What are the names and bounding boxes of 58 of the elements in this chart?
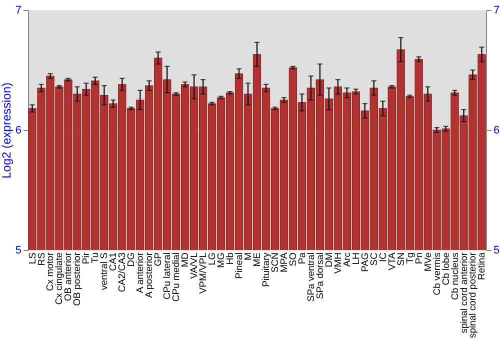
x-tick-label: Hb bbox=[225, 252, 236, 265]
x-tick-label: Tu bbox=[90, 252, 102, 264]
x-tick-label: Cx cingulate bbox=[54, 252, 66, 305]
x-tick-label: MVe bbox=[422, 252, 434, 272]
x-tick-label: SO bbox=[288, 252, 299, 266]
y2-tick-label: 7 bbox=[494, 4, 500, 16]
x-tick-label: LG bbox=[207, 252, 218, 266]
x-tick-label: MG bbox=[216, 252, 228, 268]
x-tick-label: OB anterior bbox=[63, 252, 74, 302]
x-tick-label: Cb lobe bbox=[440, 252, 452, 286]
x-tick-label: Retina bbox=[476, 252, 488, 280]
x-tick-label: A anterior bbox=[135, 252, 146, 294]
x-tick-label: Pn bbox=[414, 252, 425, 264]
x-tick-label: VA/VL bbox=[189, 252, 200, 279]
x-tick-label: Pineal bbox=[234, 252, 246, 279]
x-tick-label: spinal cord posterior bbox=[468, 252, 479, 338]
x-tick-label: spinal cord anterior bbox=[458, 252, 470, 334]
x-tick-label: SN bbox=[396, 252, 407, 266]
y-tick-label: 5 bbox=[15, 244, 22, 256]
x-tick-label: Pir bbox=[81, 252, 92, 264]
x-tick-label: RS bbox=[36, 252, 48, 266]
x-tick-label: Pa bbox=[296, 252, 308, 264]
x-tick-label: ventral S bbox=[99, 252, 110, 290]
x-tick-label: Cb nucleus bbox=[450, 252, 461, 300]
x-tick-label: MPA bbox=[278, 252, 290, 272]
x-tick-label: VPM/VPL bbox=[198, 252, 210, 294]
x-tick-label: ME bbox=[252, 252, 263, 267]
y2-tick-label: 5 bbox=[494, 244, 500, 256]
y-axis-title: Log2 (expression) bbox=[0, 82, 14, 179]
x-tick-label: MD bbox=[180, 252, 192, 268]
x-tick-label: PAG bbox=[360, 252, 371, 272]
x-tick-label: SPa ventral bbox=[306, 252, 317, 302]
x-tick-label: CPu medial bbox=[171, 252, 182, 302]
x-tick-label: CA1 bbox=[108, 252, 120, 271]
x-tick-label: SCN bbox=[270, 252, 281, 273]
x-tick-label: Tg bbox=[404, 252, 416, 264]
y-tick-label: 6 bbox=[15, 124, 22, 136]
x-tick-label: Cb vermis bbox=[432, 252, 443, 296]
x-tick-label: DM bbox=[324, 252, 335, 268]
y-tick-label: 7 bbox=[15, 4, 22, 16]
y2-tick-label: 6 bbox=[494, 124, 500, 136]
x-tick-label: Cx motor bbox=[45, 252, 56, 292]
x-tick-label: CA2/CA3 bbox=[117, 252, 128, 292]
x-tick-label: M bbox=[243, 252, 254, 260]
x-tick-label: LS bbox=[27, 252, 38, 264]
x-tick-label: OB posterior bbox=[72, 252, 84, 306]
x-tick-label: SC bbox=[368, 252, 380, 266]
x-tick-label: Pituitary bbox=[260, 252, 272, 287]
x-tick-label: LH bbox=[350, 252, 362, 265]
x-tick-label: VMH bbox=[332, 252, 344, 274]
x-tick-label: GP bbox=[153, 252, 164, 266]
x-tick-label: IC bbox=[378, 252, 389, 262]
x-tick-label: Arc bbox=[342, 252, 353, 267]
x-tick-label: VTA bbox=[386, 252, 398, 270]
x-tick-label: A posterior bbox=[144, 252, 156, 298]
x-tick-label: SPa dorsal bbox=[314, 252, 326, 299]
x-tick-label: CPu lateral bbox=[162, 252, 174, 300]
x-tick-label: DG bbox=[126, 252, 138, 267]
